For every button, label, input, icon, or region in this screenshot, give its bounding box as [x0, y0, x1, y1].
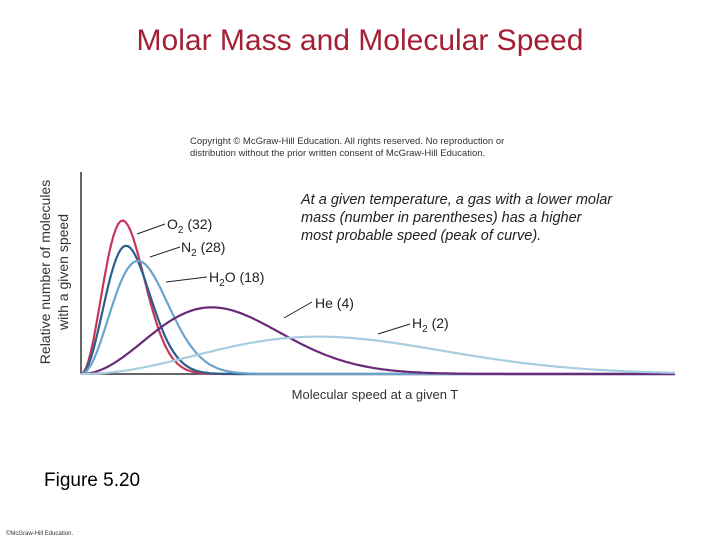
leader-o2: [136, 223, 166, 235]
leader-n2: [149, 246, 181, 258]
curves-group: [80, 219, 676, 376]
labels-group: O2 (32) N2 (28) H2O (18) He (4) H2 (2): [136, 216, 449, 335]
label-n2: N2 (28): [181, 239, 225, 259]
y-axis-label-line-1: Relative number of molecules: [37, 180, 53, 364]
label-he: He (4): [315, 295, 354, 311]
x-axis-label: Molecular speed at a given T: [292, 387, 459, 402]
curve-h2o: [80, 259, 675, 376]
curve-h2: [81, 335, 676, 376]
copyright-line-1: Copyright © McGraw-Hill Education. All r…: [190, 136, 505, 147]
copyright-notice: Copyright © McGraw-Hill Education. All r…: [190, 136, 570, 160]
leader-h2: [377, 323, 411, 335]
leader-he: [283, 301, 313, 319]
curve-he: [80, 306, 675, 376]
annotation-line-1: At a given temperature, a gas with a low…: [300, 192, 613, 208]
leader-h2o: [165, 276, 208, 283]
y-axis-label: Relative number of molecules: [37, 180, 53, 364]
y-axis-label-line-2: with a given speed: [55, 214, 71, 331]
label-h2: H2 (2): [412, 315, 449, 335]
y-axis-label-2: with a given speed: [55, 214, 71, 331]
annotation-line-2: mass (number in parentheses) has a highe…: [301, 210, 583, 226]
slide-title: Molar Mass and Molecular Speed: [136, 24, 584, 57]
label-h2o: H2O (18): [209, 269, 264, 289]
figure-caption: Figure 5.20: [44, 470, 141, 491]
label-o2: O2 (32): [167, 216, 212, 236]
copyright-line-2: distribution without the prior written c…: [190, 148, 486, 159]
footer-copyright: ©McGraw-Hill Education.: [6, 531, 74, 537]
annotation-line-3: most probable speed (peak of curve).: [301, 228, 541, 244]
